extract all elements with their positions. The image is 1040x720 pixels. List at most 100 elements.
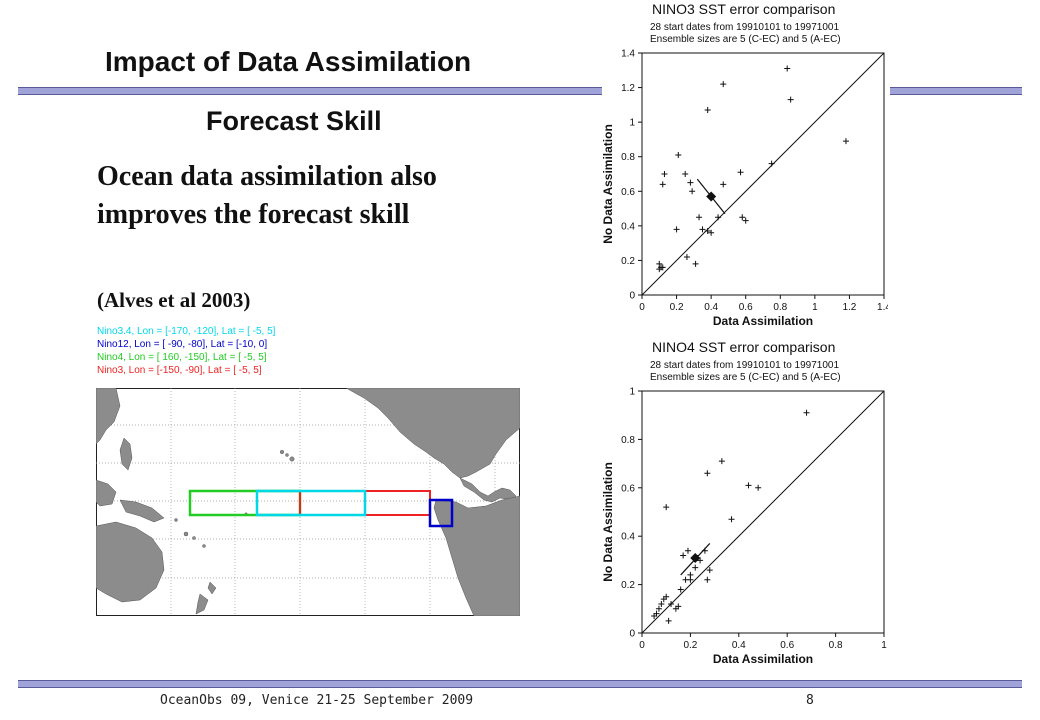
x-tick-label: 0.4 xyxy=(732,640,746,651)
chart-subtitle-line: Ensemble sizes are 5 (C-EC) and 5 (A-EC) xyxy=(650,372,841,383)
title-rule-right xyxy=(890,87,1022,95)
data-point xyxy=(656,266,663,273)
data-point xyxy=(665,617,672,624)
legend-item-nino3: Nino3, Lon = [-150, -90], Lat = [ -5, 5] xyxy=(97,365,262,376)
data-point xyxy=(737,169,744,176)
data-point xyxy=(842,138,849,145)
x-tick-label: 0.4 xyxy=(704,302,718,313)
y-tick-label: 1 xyxy=(629,387,635,398)
data-point xyxy=(675,603,682,610)
data-point xyxy=(696,214,703,221)
y-tick-label: 0.4 xyxy=(621,221,635,232)
data-point xyxy=(663,593,670,600)
data-point xyxy=(673,226,680,233)
data-point xyxy=(655,605,662,612)
y-tick-label: 0.6 xyxy=(621,483,635,494)
map-legend: Nino3.4, Lon = [-170, -120], Lat = [ -5,… xyxy=(97,325,275,377)
legend-item-nino4: Nino4, Lon = [ 160, -150], Lat = [ -5, 5… xyxy=(97,352,267,363)
data-point xyxy=(720,81,727,88)
data-point xyxy=(675,151,682,158)
data-point xyxy=(728,516,735,523)
legend-item-nino12: Nino12, Lon = [ -90, -80], Lat = [-10, 0… xyxy=(97,339,268,350)
slide-subtitle: Forecast Skill xyxy=(206,106,382,136)
data-point xyxy=(682,171,689,177)
data-point xyxy=(656,260,663,267)
data-point xyxy=(739,214,746,221)
data-point xyxy=(692,564,699,571)
y-tick-label: 1.2 xyxy=(621,83,635,94)
data-point xyxy=(803,409,810,416)
x-tick-label: 0.6 xyxy=(780,640,794,651)
y-tick-label: 0.4 xyxy=(621,532,635,543)
nino34-box xyxy=(255,489,367,517)
citation: (Alves et al 2003) xyxy=(97,288,251,312)
plot-frame xyxy=(641,52,885,296)
one-to-one-line xyxy=(641,52,885,296)
y-tick-label: 0.6 xyxy=(621,187,635,198)
data-point xyxy=(653,610,660,617)
title-rule xyxy=(18,87,602,95)
data-point xyxy=(663,504,670,511)
y-axis-label: No Data Assimilation xyxy=(601,462,615,582)
chart-subtitle-line: 28 start dates from 19910101 to 19971001 xyxy=(650,22,839,33)
x-tick-label: 1 xyxy=(881,640,887,651)
data-point xyxy=(699,226,706,233)
data-point xyxy=(755,484,762,491)
body-text: Ocean data assimilation also improves th… xyxy=(97,161,437,230)
data-point xyxy=(668,600,675,607)
data-point xyxy=(658,600,665,607)
data-point xyxy=(718,458,725,465)
data-point xyxy=(745,482,752,489)
x-tick-label: 0 xyxy=(639,302,645,313)
y-tick-label: 1.4 xyxy=(621,49,635,60)
x-tick-label: 1.4 xyxy=(877,302,888,313)
data-point xyxy=(677,586,684,593)
data-point xyxy=(704,107,711,114)
y-tick-label: 0.8 xyxy=(621,152,635,163)
mean-marker xyxy=(690,552,701,563)
nino12-box xyxy=(428,498,454,528)
footer-text: OceanObs 09, Venice 21-25 September 2009 xyxy=(160,693,474,708)
data-point xyxy=(720,181,727,188)
data-point xyxy=(704,470,711,477)
x-tick-label: 1.2 xyxy=(842,302,856,313)
data-point xyxy=(742,217,749,224)
slide-title: Impact of Data Assimilation xyxy=(105,46,472,77)
x-tick-label: 0.2 xyxy=(683,640,697,651)
data-point xyxy=(715,214,722,221)
data-point xyxy=(704,576,711,583)
y-axis-label: No Data Assimilation xyxy=(601,124,615,244)
data-point xyxy=(768,160,775,167)
page-number: 8 xyxy=(806,693,814,708)
data-point xyxy=(708,229,715,236)
nino4-chart: NINO4 SST error comparison 28 start dates… xyxy=(601,339,887,666)
data-point xyxy=(689,188,696,195)
chart-title: NINO4 SST error comparison xyxy=(652,339,835,355)
y-tick-label: 0.2 xyxy=(621,580,635,591)
data-point xyxy=(659,264,666,271)
x-tick-label: 1 xyxy=(812,302,818,313)
data-point xyxy=(787,96,794,103)
data-point xyxy=(697,557,704,564)
legend-item-nino34: Nino3.4, Lon = [-170, -120], Lat = [ -5,… xyxy=(97,326,276,337)
x-tick-label: 0.8 xyxy=(829,640,843,651)
y-tick-label: 1 xyxy=(629,118,635,129)
x-tick-label: 0.8 xyxy=(773,302,787,313)
data-point xyxy=(661,171,668,177)
data-point xyxy=(659,181,666,188)
data-point xyxy=(784,65,791,72)
x-tick-label: 0.2 xyxy=(670,302,684,313)
y-tick-label: 0.8 xyxy=(621,435,635,446)
x-axis-label: Data Assimilation xyxy=(713,314,813,328)
mean-marker xyxy=(706,191,717,202)
data-point xyxy=(683,253,690,260)
plot-frame xyxy=(641,390,885,634)
y-tick-label: 0 xyxy=(629,629,635,640)
nino3-chart: NINO3 SST error comparison 28 start dates… xyxy=(601,1,888,328)
data-point xyxy=(687,179,694,186)
y-tick-label: 0.2 xyxy=(621,256,635,267)
x-tick-label: 0.6 xyxy=(739,302,753,313)
chart-title: NINO3 SST error comparison xyxy=(652,1,835,17)
x-tick-label: 0 xyxy=(639,640,645,651)
data-point xyxy=(706,567,713,574)
